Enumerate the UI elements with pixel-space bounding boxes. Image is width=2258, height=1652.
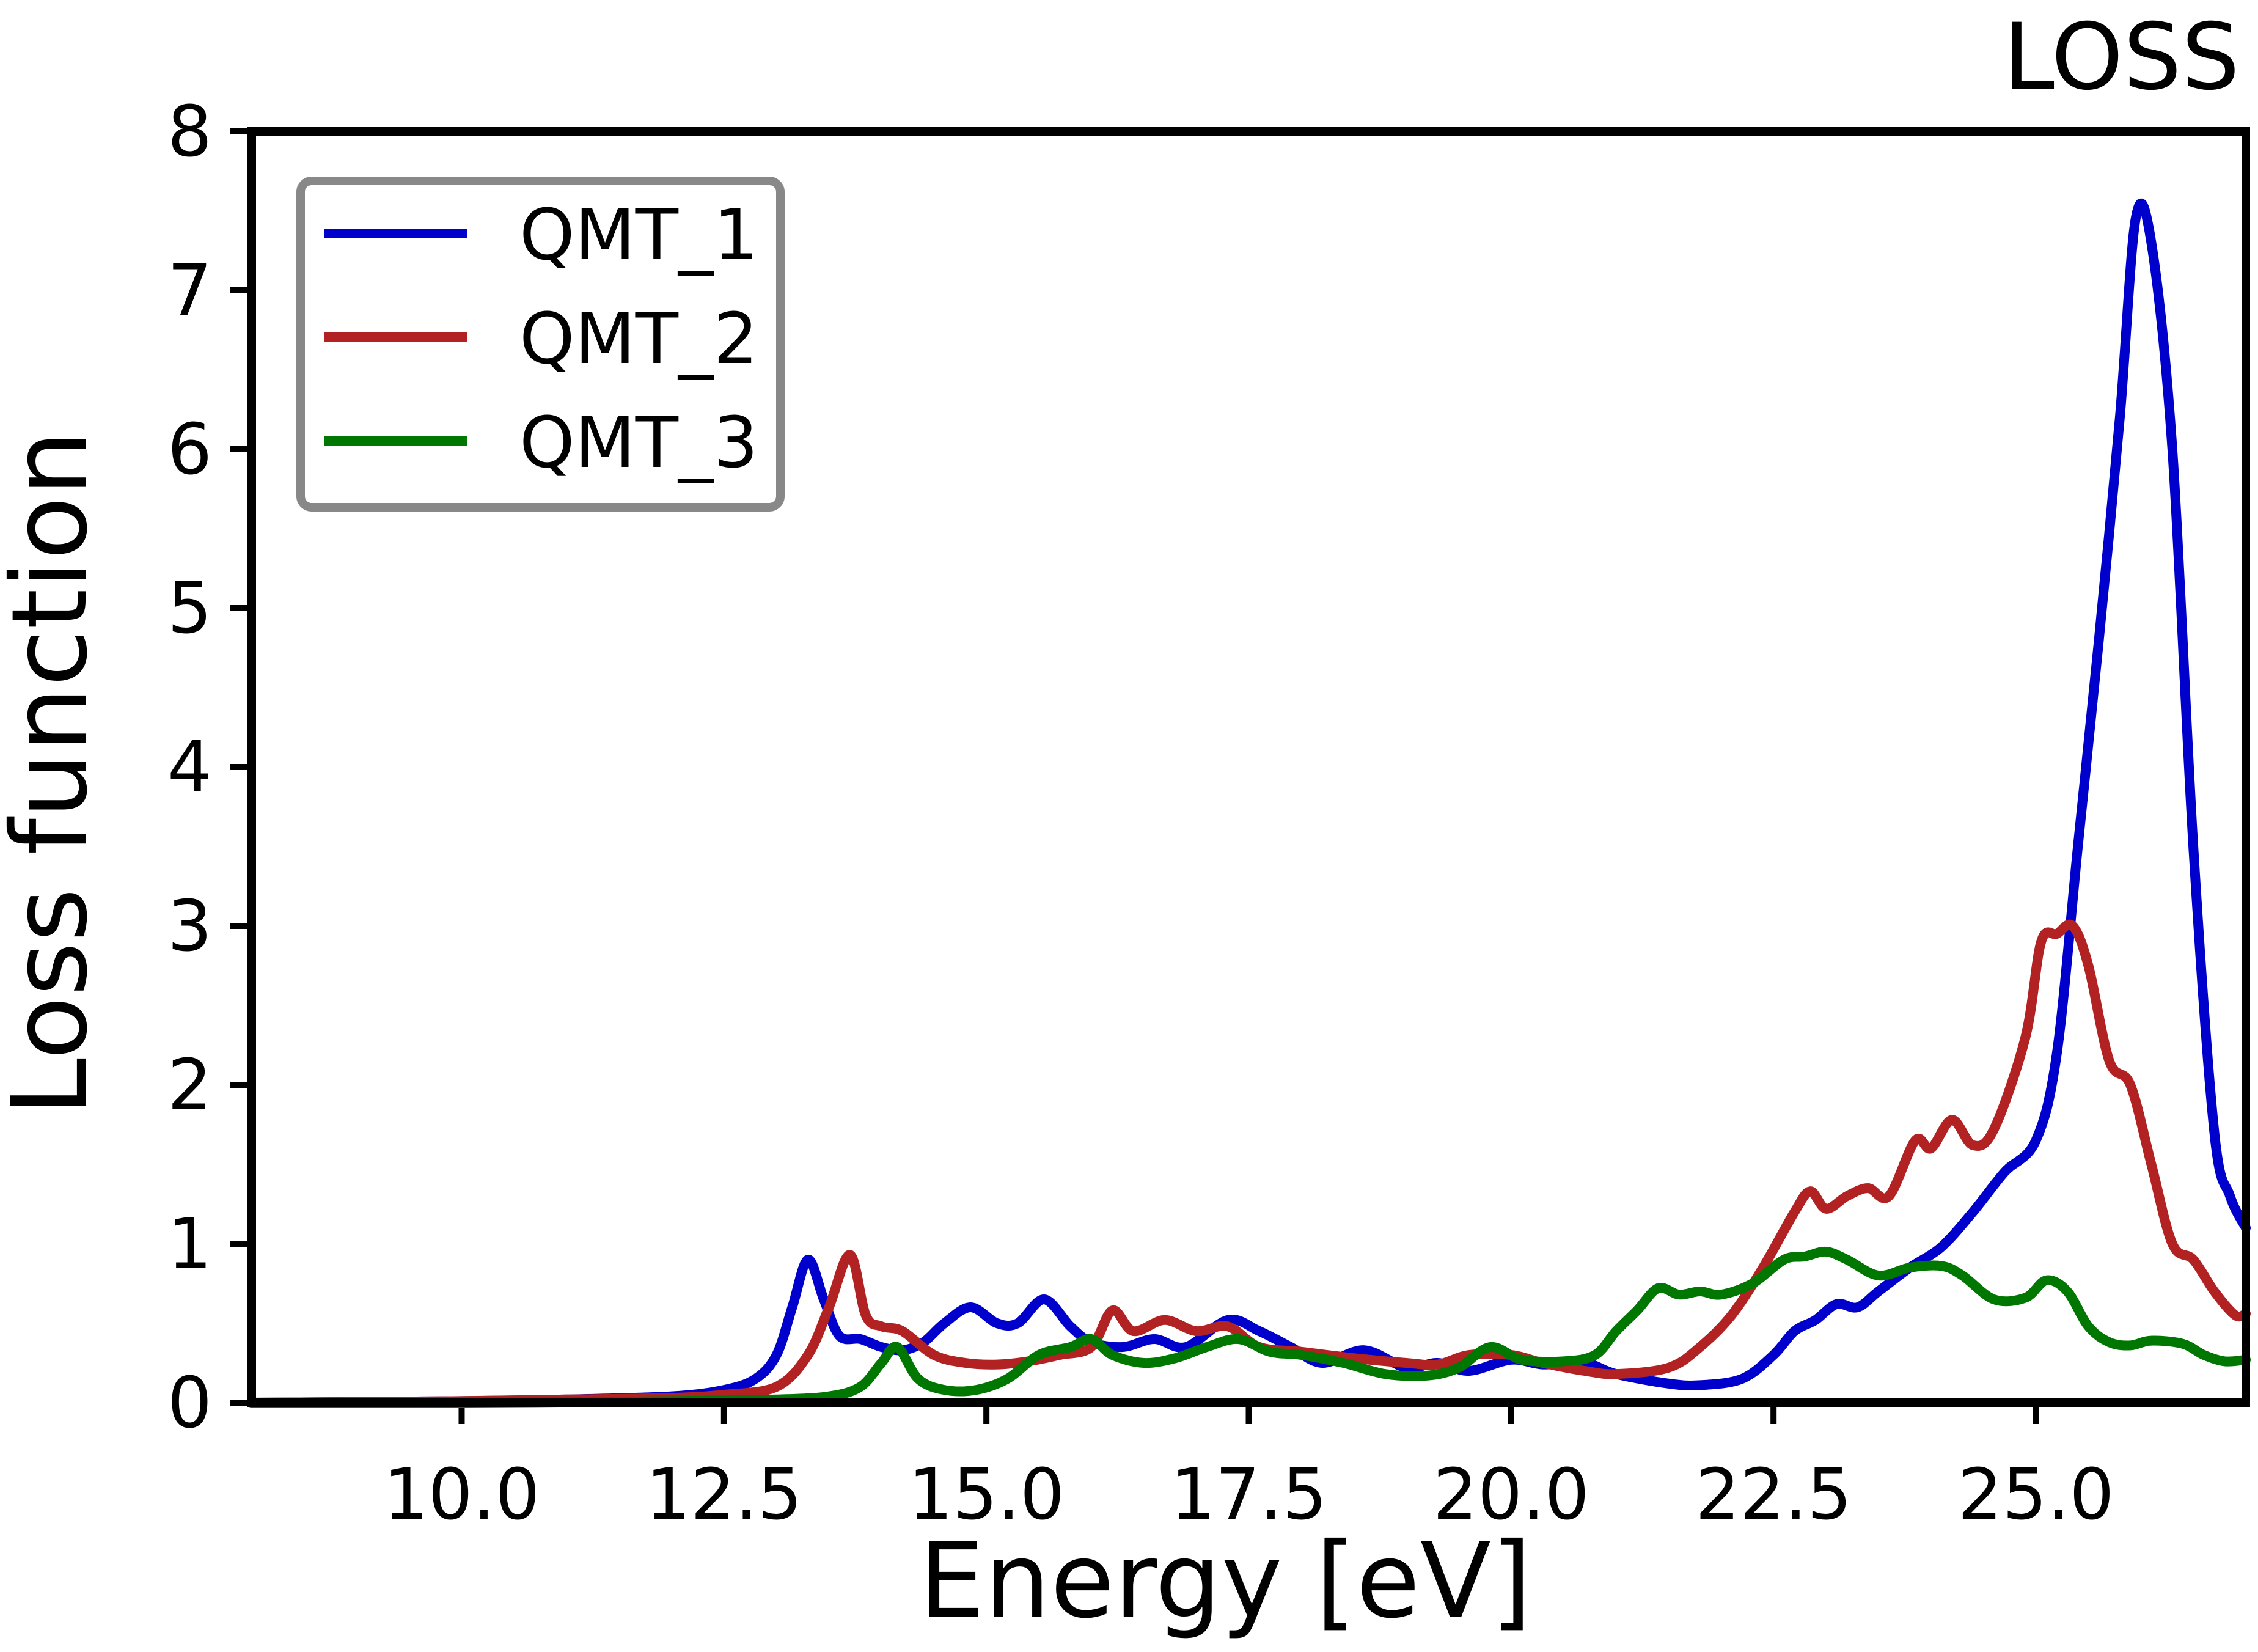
- y-tick-label: 6: [167, 409, 212, 491]
- axis-ticks: 10.0 12.5 15.0 17.5 20.0 22.5 25.0 0 1 2 3 4 5 6 7 8: [167, 91, 2114, 1536]
- x-tick-label: 15.0: [908, 1454, 1065, 1536]
- x-axis-label: Energy [eV]: [919, 1521, 1532, 1642]
- y-tick-label: 3: [167, 886, 212, 967]
- x-tick-label: 17.5: [1170, 1454, 1327, 1536]
- y-axis-label: Loss function: [0, 430, 111, 1115]
- x-tick-label: 10.0: [383, 1454, 540, 1536]
- legend-label-qmt-1: QMT_1: [519, 194, 758, 276]
- x-tick-label: 20.0: [1433, 1454, 1589, 1536]
- legend-box: [296, 177, 785, 512]
- y-tick-label: 1: [167, 1203, 212, 1285]
- y-tick-label: 5: [167, 568, 212, 650]
- x-tick-label: 22.5: [1695, 1454, 1852, 1536]
- y-tick-label: 7: [167, 250, 212, 332]
- y-tick-label: 4: [167, 727, 212, 809]
- y-tick-label: 2: [167, 1044, 212, 1126]
- x-tick-label: 25.0: [1957, 1454, 2114, 1536]
- plot-frame: [247, 127, 2250, 1407]
- legend: QMT_1 QMT_2 QMT_3: [296, 177, 785, 512]
- series-lines: [247, 198, 2251, 1408]
- x-tick-label: 12.5: [646, 1454, 802, 1536]
- chart-title: LOSS: [2003, 4, 2240, 111]
- series-line-qmt-3: [247, 1246, 2251, 1408]
- y-tick-label: 0: [167, 1362, 212, 1444]
- legend-label-qmt-2: QMT_2: [519, 298, 758, 380]
- legend-label-qmt-3: QMT_3: [519, 402, 758, 484]
- y-tick-label: 8: [167, 91, 212, 173]
